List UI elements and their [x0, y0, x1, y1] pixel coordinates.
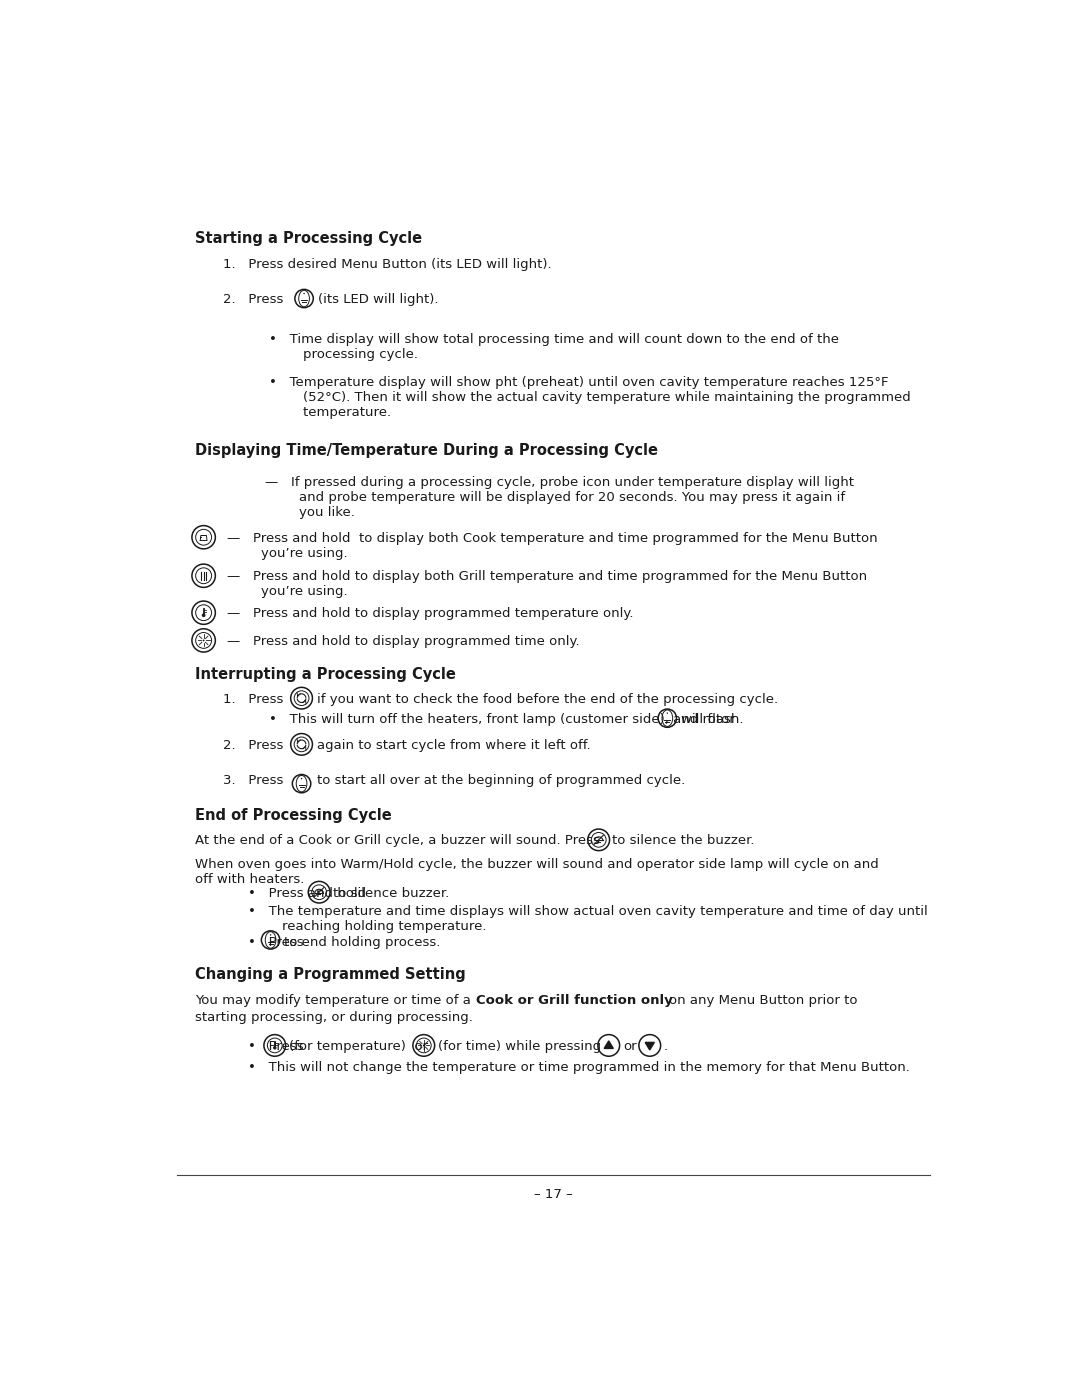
Text: or: or: [623, 1039, 636, 1053]
Ellipse shape: [301, 778, 302, 780]
Text: .: .: [664, 1039, 669, 1053]
Ellipse shape: [270, 935, 271, 936]
Text: on any Menu Button prior to: on any Menu Button prior to: [669, 993, 858, 1007]
Text: —   Press and hold  to display both Cook temperature and time programmed for the: — Press and hold to display both Cook te…: [227, 532, 878, 560]
Text: —   Press and hold to display both Grill temperature and time programmed for the: — Press and hold to display both Grill t…: [227, 570, 867, 598]
Text: Displaying Time/Temperature During a Processing Cycle: Displaying Time/Temperature During a Pro…: [195, 443, 659, 458]
Text: •   The temperature and time displays will show actual oven cavity temperature a: • The temperature and time displays will…: [248, 904, 928, 933]
Ellipse shape: [273, 1046, 276, 1049]
Text: starting processing, or during processing.: starting processing, or during processin…: [195, 1011, 473, 1024]
Polygon shape: [604, 1041, 613, 1049]
Text: •   Press: • Press: [248, 936, 303, 949]
Text: (its LED will light).: (its LED will light).: [319, 293, 438, 306]
Text: Cook or Grill function only: Cook or Grill function only: [476, 993, 673, 1007]
Text: End of Processing Cycle: End of Processing Cycle: [195, 809, 392, 823]
Ellipse shape: [666, 712, 669, 714]
Text: At the end of a Cook or Grill cycle, a buzzer will sound. Press: At the end of a Cook or Grill cycle, a b…: [195, 834, 600, 848]
Text: —   Press and hold to display programmed temperature only.: — Press and hold to display programmed t…: [227, 608, 634, 620]
Text: to silence the buzzer.: to silence the buzzer.: [612, 834, 755, 848]
Text: 2.   Press: 2. Press: [222, 739, 283, 752]
Text: 1.   Press desired Menu Button (its LED will light).: 1. Press desired Menu Button (its LED wi…: [222, 257, 552, 271]
Polygon shape: [645, 1042, 654, 1051]
Text: if you want to check the food before the end of the processing cycle.: if you want to check the food before the…: [318, 693, 779, 705]
Text: 1.   Press: 1. Press: [222, 693, 283, 705]
Text: •   Temperature display will show pht (preheat) until oven cavity temperature re: • Temperature display will show pht (pre…: [269, 376, 910, 419]
Ellipse shape: [303, 293, 305, 295]
Text: You may modify temperature or time of a: You may modify temperature or time of a: [195, 993, 475, 1007]
Text: Starting a Processing Cycle: Starting a Processing Cycle: [195, 231, 422, 246]
Text: •   Time display will show total processing time and will count down to the end : • Time display will show total processin…: [269, 334, 839, 362]
Text: —   Press and hold to display programmed time only.: — Press and hold to display programmed t…: [227, 636, 580, 648]
Text: Interrupting a Processing Cycle: Interrupting a Processing Cycle: [195, 666, 456, 682]
Ellipse shape: [423, 1045, 424, 1046]
Text: again to start cycle from where it left off.: again to start cycle from where it left …: [318, 739, 591, 752]
Text: •   Press and hold: • Press and hold: [248, 887, 366, 900]
Ellipse shape: [203, 640, 204, 641]
Text: —   If pressed during a processing cycle, probe icon under temperature display w: — If pressed during a processing cycle, …: [265, 475, 853, 518]
Text: (for temperature)  or: (for temperature) or: [289, 1039, 428, 1053]
Text: 2.   Press: 2. Press: [222, 293, 283, 306]
Text: will flash.: will flash.: [680, 712, 743, 726]
Text: Changing a Programmed Setting: Changing a Programmed Setting: [195, 967, 465, 982]
Text: to silence buzzer.: to silence buzzer.: [334, 887, 449, 900]
Text: (for time) while pressing: (for time) while pressing: [438, 1039, 602, 1053]
Text: •   This will not change the temperature or time programmed in the memory for th: • This will not change the temperature o…: [248, 1060, 909, 1074]
Text: When oven goes into Warm/Hold cycle, the buzzer will sound and operator side lam: When oven goes into Warm/Hold cycle, the…: [195, 858, 879, 886]
Text: to end holding process.: to end holding process.: [284, 936, 441, 949]
Text: •   This will turn off the heaters, front lamp (customer side), and rotor: • This will turn off the heaters, front …: [269, 712, 734, 726]
Text: – 17 –: – 17 –: [535, 1187, 572, 1201]
Text: to start all over at the beginning of programmed cycle.: to start all over at the beginning of pr…: [318, 774, 686, 788]
Text: 3.   Press: 3. Press: [222, 774, 283, 788]
Ellipse shape: [202, 613, 205, 617]
Text: •   Press: • Press: [248, 1039, 303, 1053]
